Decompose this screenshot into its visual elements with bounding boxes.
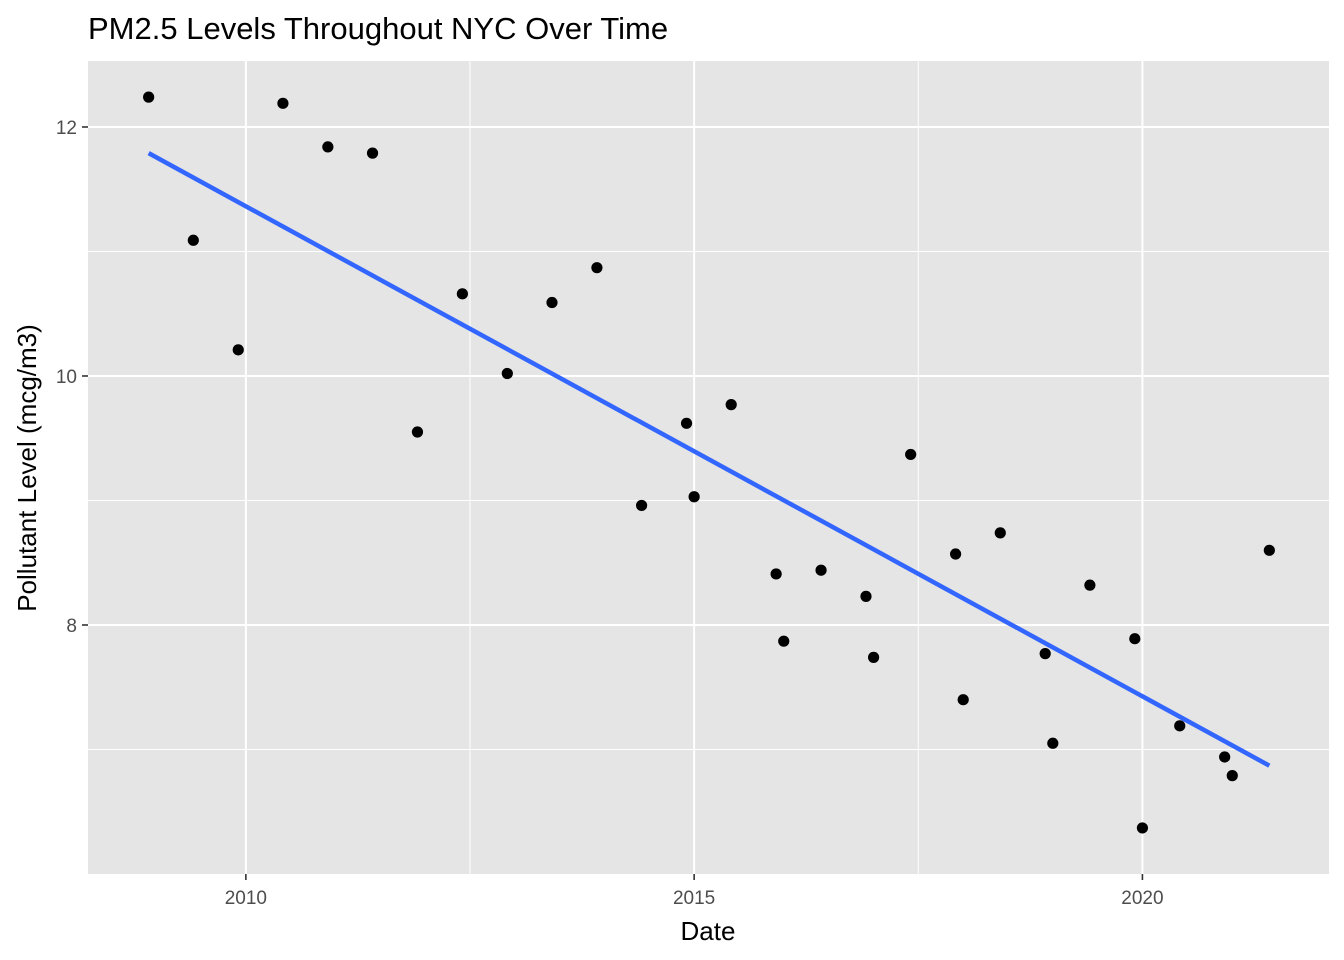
minor-grid (88, 61, 1329, 874)
data-point (143, 91, 155, 103)
data-point (411, 426, 424, 438)
data-point (680, 417, 693, 429)
y-tick-label: 8 (66, 616, 77, 637)
data-point (1136, 822, 1149, 834)
data-point (770, 568, 782, 580)
data-point (1039, 648, 1051, 660)
data-point (366, 147, 379, 159)
data-point (1129, 633, 1141, 645)
axes: 2010 2015 2020 8 10 12 (56, 118, 1164, 909)
trend-line (147, 151, 1271, 768)
data-point (501, 367, 513, 380)
y-tick-label: 12 (56, 118, 77, 139)
data-point (232, 344, 244, 356)
data-points (143, 91, 1275, 834)
data-point (1219, 751, 1231, 763)
data-point (778, 635, 790, 647)
data-point (1047, 737, 1059, 749)
data-point (456, 288, 468, 300)
data-point (867, 651, 880, 663)
data-point (546, 296, 558, 309)
data-point (322, 141, 334, 153)
data-point (688, 491, 700, 503)
x-tick-label: 2020 (1121, 888, 1163, 909)
plot-panel (88, 61, 1329, 874)
chart-title: PM2.5 Levels Throughout NYC Over Time (88, 11, 668, 46)
data-point (994, 527, 1006, 539)
data-point (591, 262, 603, 274)
data-point (815, 564, 827, 576)
data-point (277, 97, 289, 109)
major-grid (88, 61, 1329, 874)
data-point (1084, 579, 1096, 591)
data-point (1226, 770, 1238, 782)
data-point (636, 499, 648, 512)
data-point (1263, 544, 1275, 556)
x-tick-label: 2015 (673, 888, 715, 909)
data-point (957, 694, 969, 706)
y-axis-title: Pollutant Level (mcg/m3) (12, 324, 42, 612)
trend-line-layer (147, 151, 1271, 768)
x-axis-title: Date (681, 916, 736, 946)
data-point (187, 234, 199, 246)
x-tick-label: 2010 (225, 888, 267, 909)
data-point (1174, 720, 1186, 732)
data-point (949, 548, 962, 560)
data-point (905, 448, 917, 461)
data-point (725, 399, 737, 411)
data-point (860, 590, 872, 602)
y-tick-label: 10 (56, 367, 77, 388)
